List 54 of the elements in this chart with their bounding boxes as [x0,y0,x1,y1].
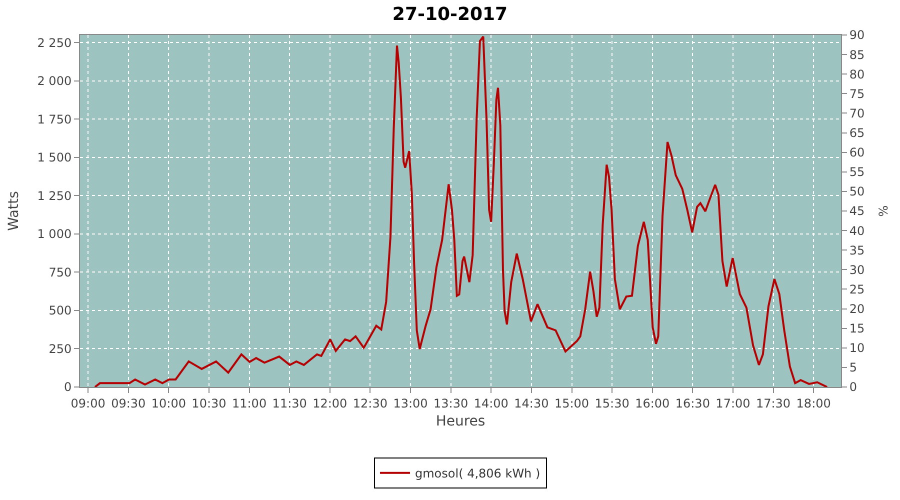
x-tick-label: 15:30 [594,396,630,410]
x-tick-label: 17:30 [756,396,791,410]
legend-label: gmosol( 4,806 kWh ) [415,466,540,481]
x-tick-label: 11:00 [232,396,267,410]
y2-axis-title: % [876,205,891,217]
x-tick-label: 13:00 [393,396,428,410]
x-tick-label: 16:30 [675,396,710,410]
y2-tick-label: 5 [849,360,858,375]
x-tick-label: 14:30 [514,396,549,410]
y2-tick-label: 55 [849,165,865,180]
x-tick-label: 13:30 [434,396,468,410]
y2-tick-label: 10 [849,341,865,356]
y2-tick-label: 80 [849,67,865,82]
x-tick-label: 10:00 [151,396,186,410]
y-tick-label: 750 [48,265,72,280]
x-tick-label: 09:00 [70,396,106,410]
y2-tick-label: 75 [849,86,865,101]
x-tick-label: 12:00 [312,396,348,410]
y-tick-label: 250 [48,342,72,356]
y2-tick-label: 15 [849,322,865,336]
x-tick-label: 12:30 [352,396,388,410]
line-series [94,36,828,387]
y-tick-label: 1 000 [37,227,72,242]
x-tick-label: 11:30 [272,396,307,410]
y2-tick-label: 35 [849,243,865,258]
y-tick-label: 500 [48,304,72,318]
chart-title: 27-10-2017 [392,4,508,26]
x-tick-label: 18:00 [796,396,831,410]
y2-tick-label: 30 [849,262,865,277]
y-tick-label: 1 250 [37,188,72,203]
x-tick-label: 16:00 [635,396,670,410]
y2-tick-label: 40 [849,224,865,238]
y2-tick-label: 0 [849,380,858,394]
x-tick-label: 17:00 [716,396,750,410]
x-tick-label: 15:00 [554,396,590,410]
y-tick-label: 2 000 [37,74,72,88]
y2-tick-label: 50 [849,184,865,199]
y2-tick-label: 45 [849,204,865,218]
y2-tick-label: 25 [849,282,865,296]
y-axis-title: Watts [6,191,22,231]
x-tick-label: 14:00 [474,396,508,410]
y2-tick-label: 70 [849,106,865,120]
x-tick-label: 10:30 [192,396,226,410]
y-tick-label: 0 [64,380,72,394]
y2-tick-label: 60 [849,146,865,160]
y-tick-label: 1 750 [37,112,72,126]
x-axis-title: Heures [436,414,486,430]
y2-tick-label: 65 [849,126,865,140]
y2-tick-label: 85 [849,48,865,62]
x-tick-label: 09:30 [111,396,146,410]
y-tick-label: 1 500 [37,150,72,165]
y2-tick-label: 20 [849,302,865,316]
y2-tick-label: 90 [849,28,865,42]
y-tick-label: 2 250 [37,36,72,50]
